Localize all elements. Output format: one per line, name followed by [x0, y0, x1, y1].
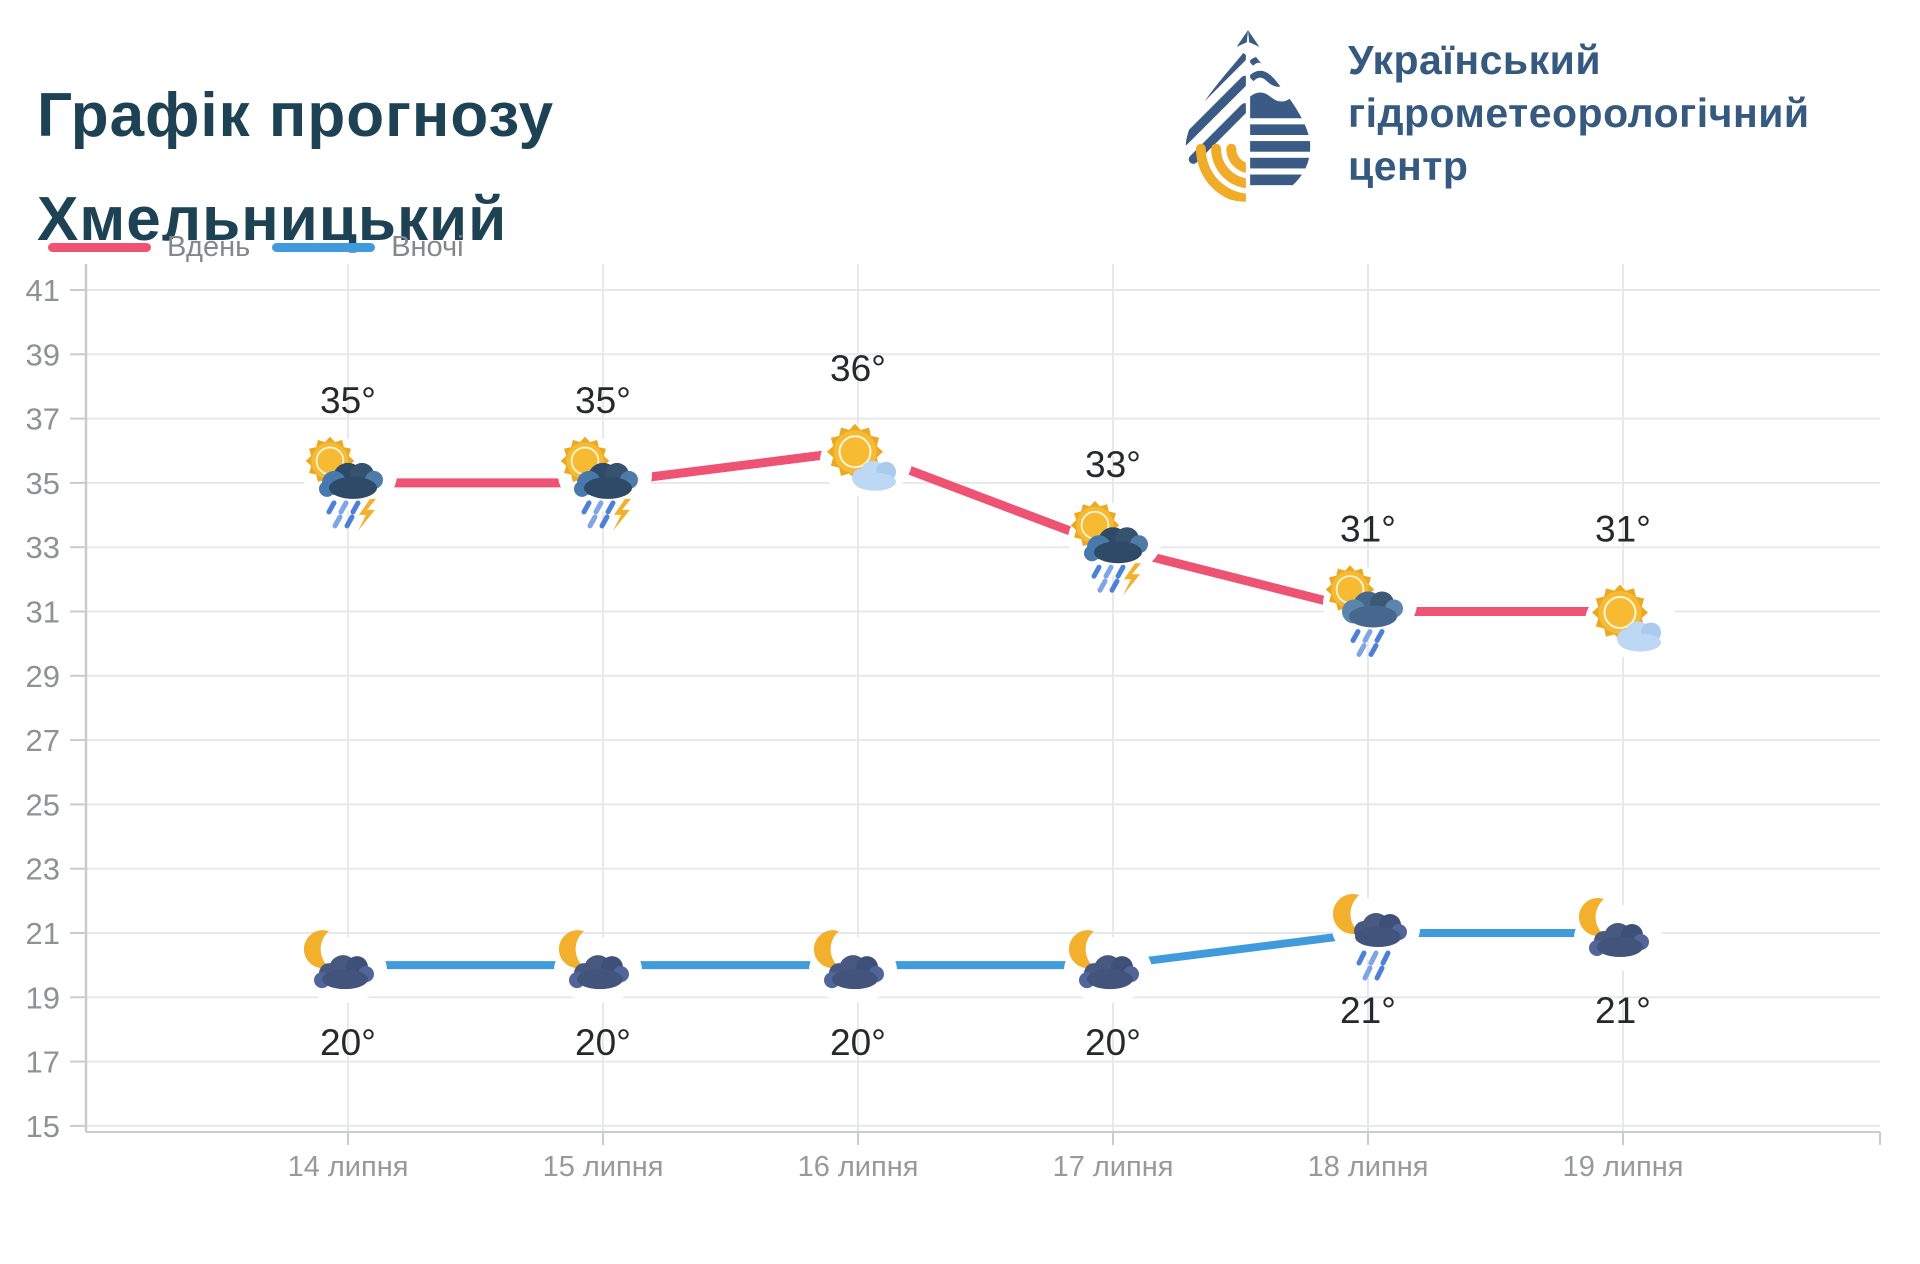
sun-storm-icon — [558, 437, 652, 531]
x-axis-label: 15 липня — [543, 1151, 664, 1183]
point-value-label: 21° — [1595, 990, 1651, 1031]
org-name-line2: гідрометеорологічний — [1348, 90, 1810, 136]
point-value-label: 35° — [320, 380, 376, 421]
point-value-label: 21° — [1340, 990, 1396, 1031]
moon-cloud-icon — [299, 930, 387, 1003]
legend-day-label: Вдень — [167, 230, 251, 263]
day-series-line — [343, 446, 1628, 616]
page-title-line2: Хмельницький — [37, 184, 508, 254]
legend-night-label: Вночі — [391, 230, 464, 263]
point-value-label: 31° — [1340, 509, 1396, 550]
moon-cloud-icon — [809, 930, 897, 1003]
y-axis-label: 27 — [26, 723, 60, 758]
sun-rain-icon — [1323, 565, 1417, 654]
org-name-line3: центр — [1348, 143, 1469, 189]
x-axis-label: 18 липня — [1308, 1151, 1429, 1183]
point-value-label: 31° — [1595, 509, 1651, 550]
point-value-label: 20° — [1085, 1022, 1141, 1063]
sun-storm-icon — [1068, 501, 1162, 595]
moon-rain-icon — [1332, 894, 1420, 978]
x-axis-label: 16 липня — [798, 1151, 919, 1183]
legend-day-swatch — [48, 242, 151, 252]
point-value-label: 33° — [1085, 444, 1141, 485]
point-value-label: 20° — [320, 1022, 376, 1063]
x-axis-label: 19 липня — [1563, 1151, 1684, 1183]
y-axis-label: 41 — [26, 273, 60, 308]
y-axis-label: 19 — [26, 980, 60, 1015]
y-axis-label: 35 — [26, 466, 60, 501]
y-axis-label: 17 — [26, 1045, 60, 1080]
point-value-label: 20° — [575, 1022, 631, 1063]
night-series-line — [344, 929, 1627, 970]
legend-night-swatch — [272, 242, 376, 252]
moon-cloud-icon — [1064, 930, 1152, 1003]
sun-storm-icon — [303, 437, 397, 531]
sun-cloud-icon — [1585, 585, 1677, 658]
org-name-line1: Український — [1348, 37, 1602, 83]
chart-legend: Вдень Вночі — [48, 231, 464, 263]
y-axis-label: 23 — [26, 852, 60, 887]
moon-cloud-icon — [1574, 898, 1662, 971]
point-value-label: 35° — [575, 380, 631, 421]
y-axis-label: 33 — [26, 530, 60, 565]
y-axis-label: 21 — [26, 916, 60, 951]
y-axis-label: 31 — [26, 595, 60, 630]
point-value-label: 36° — [830, 348, 886, 389]
org-logo-drop-icon — [1185, 30, 1311, 202]
moon-cloud-icon — [554, 930, 642, 1003]
sun-cloud-icon — [820, 424, 912, 497]
page-title-line1: Графік прогнозу — [37, 80, 555, 150]
y-axis-label: 29 — [26, 659, 60, 694]
x-axis-label: 14 липня — [288, 1151, 409, 1183]
page-title: Графік прогнозу Хмельницький — [37, 64, 554, 272]
org-name: Український гідрометеорологічний центр — [1348, 34, 1810, 193]
y-axis-label: 15 — [26, 1109, 60, 1144]
x-axis-label: 17 липня — [1053, 1151, 1174, 1183]
y-axis-label: 25 — [26, 787, 60, 822]
y-axis-label: 39 — [26, 337, 60, 372]
point-value-label: 20° — [830, 1022, 886, 1063]
y-axis-label: 37 — [26, 402, 60, 437]
